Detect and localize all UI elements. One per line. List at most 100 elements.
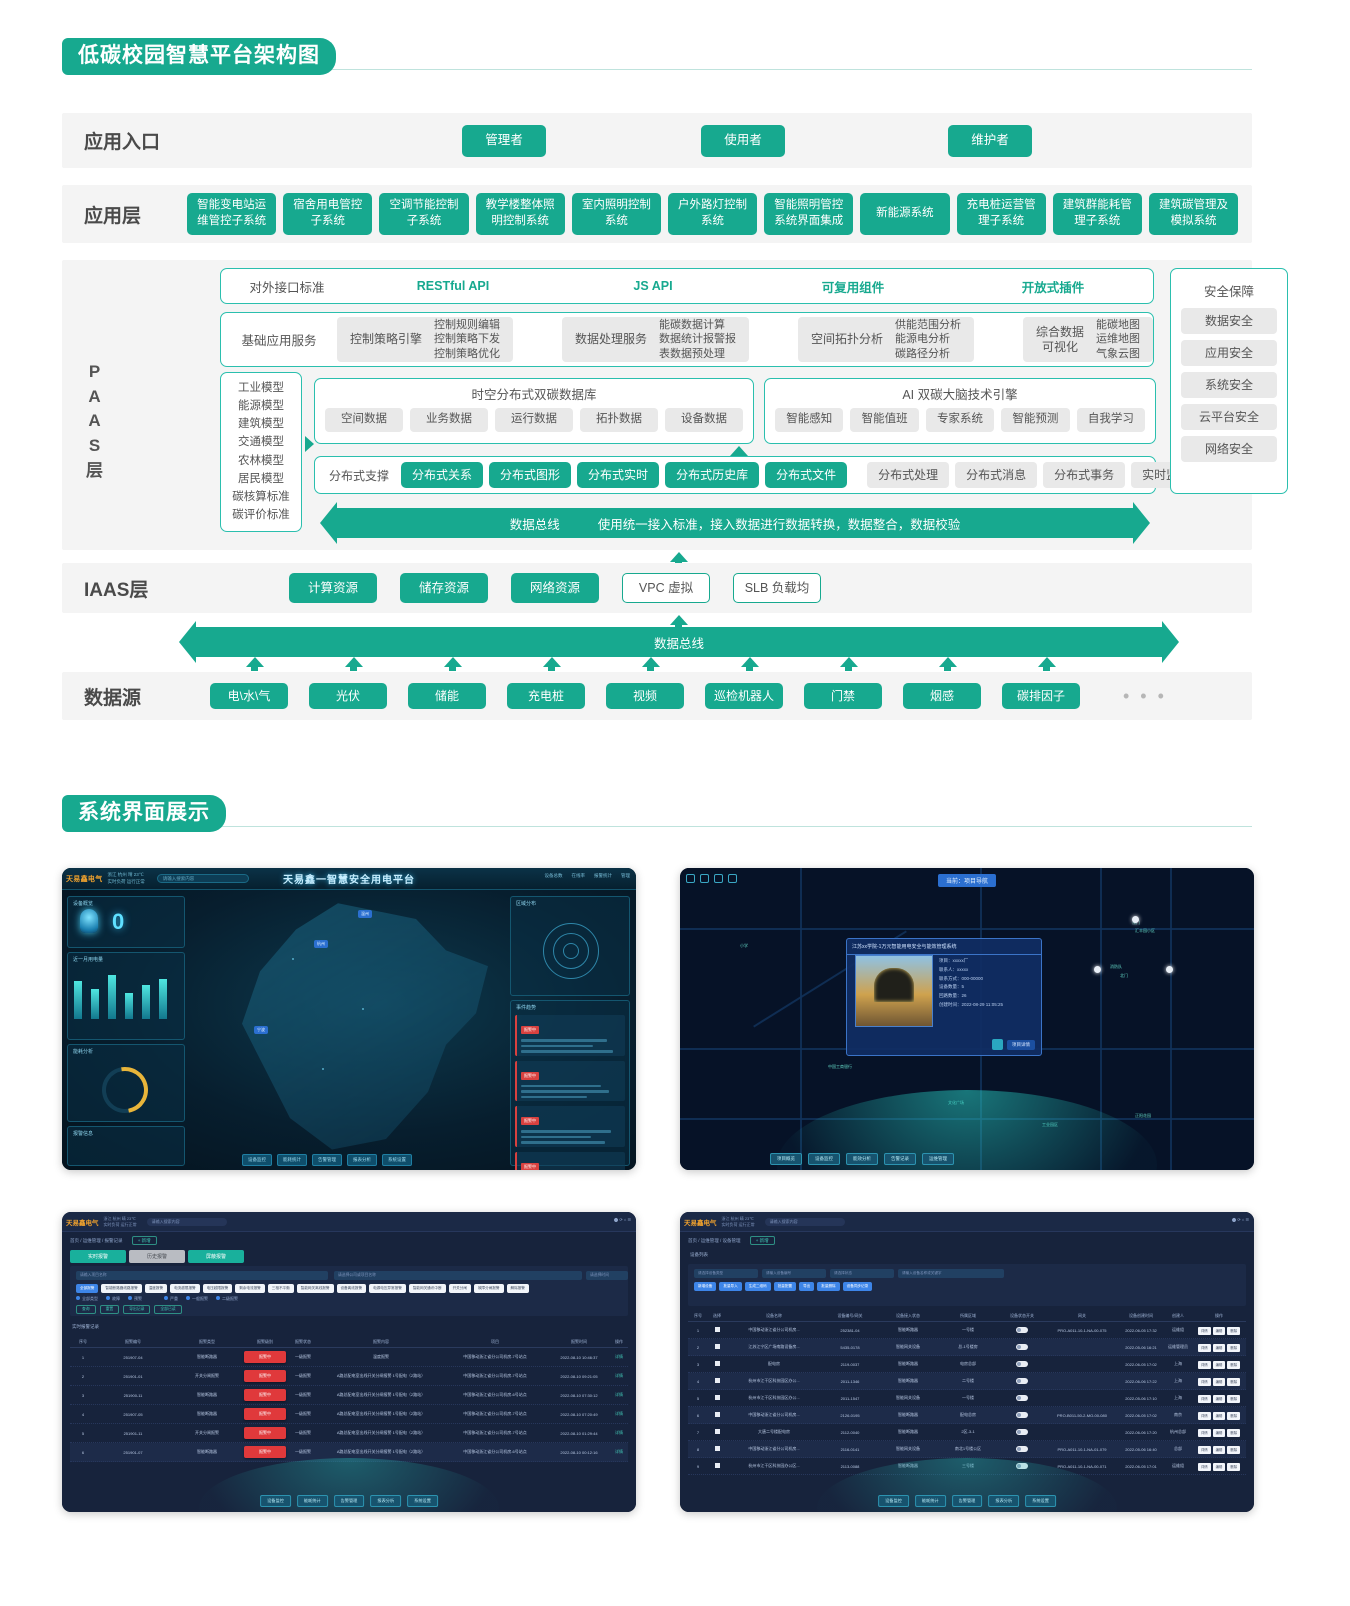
map-label-2[interactable]: 温州	[358, 910, 372, 918]
map-tab-2[interactable]: 能效分析	[846, 1153, 878, 1165]
table-row[interactable]: 2 江苏江宁区广场南路设备房... 5435-0178 智能网关设备 总-1号楼…	[688, 1339, 1246, 1356]
entry-chip-manager[interactable]: 管理者	[462, 124, 546, 157]
table-row[interactable]: 8 中国移动浙江省分公司机房... 2116-0141 智能网关设备 南北1号楼…	[688, 1441, 1246, 1458]
data-source-chip-2[interactable]: 储能	[408, 683, 486, 709]
app-chip-6[interactable]: 智能照明管控系统界面集成	[764, 193, 854, 235]
camera-icon[interactable]	[992, 1039, 1003, 1050]
alarm-filter-input-2[interactable]: 请选择时间	[586, 1271, 628, 1280]
dashboard-tab-1[interactable]: 能耗统计	[277, 1154, 307, 1166]
alarm-bottom-tab-2[interactable]: 告警管理	[333, 1495, 365, 1507]
security-item-2[interactable]: 系统安全	[1181, 372, 1277, 398]
db-item-2[interactable]: 运行数据	[495, 408, 573, 432]
device-filter-input-2[interactable]: 请选择状态	[830, 1269, 894, 1278]
map-info-popup[interactable]: 江苏xx学院-1万元智能用电安全与能效管理系统 项目：xxxxx厂 联系人：xx…	[846, 938, 1042, 1056]
device-bottom-tab-0[interactable]: 设备监控	[878, 1495, 909, 1507]
map-poi-3[interactable]: 北门	[1120, 973, 1128, 978]
row-action-edit[interactable]: 编辑	[1212, 1394, 1226, 1403]
dashboard-tab-0[interactable]: 设备监控	[242, 1154, 272, 1166]
data-source-chip-7[interactable]: 烟感	[903, 683, 981, 709]
map-tab-4[interactable]: 运维管理	[922, 1153, 954, 1165]
alarm-button-3[interactable]: 全部已读	[154, 1305, 182, 1314]
map-toggle-0-icon[interactable]	[686, 874, 695, 883]
map-tab-1[interactable]: 设备监控	[808, 1153, 840, 1165]
app-chip-9[interactable]: 建筑群能耗管理子系统	[1052, 193, 1142, 235]
ai-item-0[interactable]: 智能感知	[775, 408, 844, 432]
dist-teal-3[interactable]: 分布式历史库	[665, 462, 760, 488]
device-bottom-tab-2[interactable]: 告警管理	[951, 1495, 983, 1507]
alarm-bottom-tab-0[interactable]: 设备监控	[260, 1495, 291, 1507]
table-row[interactable]: 5 杭州市江干区科技园区办公... 2011-1547 智能网关设备 一号楼 2…	[688, 1390, 1246, 1407]
db-item-4[interactable]: 设备数据	[665, 408, 743, 432]
device-topbar-actions[interactable]: ⬤ ⟳ ⌂ ☰	[1231, 1217, 1249, 1222]
model-item-2[interactable]: 建筑模型	[238, 418, 284, 430]
row-toggle[interactable]	[1016, 1445, 1028, 1452]
row-action-edit[interactable]: 编辑	[1212, 1428, 1226, 1437]
table-row[interactable]: 2 251901-01 开关分闸报警 报警中 一级报警 A路总配电室出线开关分闸…	[70, 1367, 628, 1386]
data-source-chip-0[interactable]: 电\水\气	[210, 683, 288, 709]
model-item-5[interactable]: 居民模型	[238, 472, 284, 485]
ai-item-1[interactable]: 智能值班	[850, 408, 919, 432]
row-checkbox[interactable]	[714, 1344, 720, 1349]
alarm-button-0[interactable]: 查询	[76, 1305, 96, 1314]
map-pin-2-icon[interactable]	[1166, 966, 1173, 973]
map-tab-3[interactable]: 告警记录	[884, 1153, 916, 1165]
dist-grey-0[interactable]: 分布式处理	[867, 462, 950, 488]
model-item-7[interactable]: 碳评价标准	[232, 509, 290, 522]
dashboard-action-2[interactable]: 报警统计	[594, 873, 612, 878]
alarm-tab-1[interactable]: 历史报警	[129, 1250, 186, 1263]
entry-chip-user[interactable]: 使用者	[701, 124, 785, 157]
dashboard-tab-4[interactable]: 系统设置	[382, 1154, 412, 1166]
data-source-chip-4[interactable]: 视频	[606, 683, 684, 709]
model-item-3[interactable]: 交通模型	[238, 436, 284, 449]
alarm-pill-13[interactable]: 解除报警	[506, 1284, 529, 1293]
alarm-tab-2[interactable]: 屏蔽报警	[188, 1250, 245, 1263]
alarm-pill-2[interactable]: 温度报警	[144, 1284, 168, 1293]
row-toggle[interactable]	[1016, 1343, 1028, 1350]
alarm-filter-input-1[interactable]: 请选择公司或项目名称	[334, 1271, 582, 1280]
row-action-detail[interactable]: 详情	[1197, 1462, 1211, 1471]
row-actions[interactable]: 详情	[615, 1449, 623, 1454]
alarm-filter-input-0[interactable]: 请输入项目名称	[76, 1271, 328, 1280]
data-source-chip-8[interactable]: 碳排因子	[1002, 683, 1080, 709]
alarm-pill-10[interactable]: 智能网关通讯中断	[408, 1284, 446, 1293]
alarm-radio-0[interactable]: 全部类型	[76, 1296, 98, 1302]
row-checkbox[interactable]	[714, 1429, 720, 1434]
map-label-1[interactable]: 宁波	[254, 1026, 268, 1034]
device-bottom-tab-3[interactable]: 报表分析	[988, 1495, 1020, 1507]
screenshot-alarm-table[interactable]: 天易鑫电气 浙江 杭州 晴 23℃ 实时负荷 运行正常 请输入搜索内容 ⬤ ⟳ …	[62, 1212, 636, 1512]
row-toggle[interactable]	[1016, 1326, 1028, 1333]
row-action-delete[interactable]: 删除	[1227, 1394, 1241, 1403]
app-chip-8[interactable]: 充电桩运营管理子系统	[956, 193, 1046, 235]
row-action-delete[interactable]: 删除	[1227, 1428, 1241, 1437]
table-row[interactable]: 9 杭州市江干区科技园办公区... 2113-0088 智能断路器 三号楼 PR…	[688, 1458, 1246, 1475]
data-source-chip-1[interactable]: 光伏	[309, 683, 387, 709]
device-filter-input-1[interactable]: 请输入设备编号	[762, 1269, 826, 1278]
alarm-bottom-tab-4[interactable]: 系统设置	[407, 1495, 438, 1507]
iaas-chip-storage[interactable]: 储存资源	[400, 573, 488, 603]
table-row[interactable]: 1 中国移动浙江省分公司机房... 252381-04 智能断路器 一号楼 PR…	[688, 1322, 1246, 1339]
table-row[interactable]: 3 配电房 2119-0037 智能断路器 电房总部 2022-06-05 17…	[688, 1356, 1246, 1373]
device-button-5[interactable]: 批量删除	[817, 1282, 840, 1291]
alarm-pill-4[interactable]: 电压越限报警	[202, 1284, 233, 1293]
row-action-edit[interactable]: 编辑	[1212, 1360, 1226, 1369]
model-item-6[interactable]: 碳核算标准	[232, 491, 290, 503]
dashboard-alarm-item[interactable]: 报警中	[515, 1106, 625, 1147]
row-actions[interactable]: 详情	[615, 1373, 623, 1378]
map-label-0[interactable]: 杭州	[314, 940, 328, 948]
map-toggle-2-icon[interactable]	[714, 874, 723, 883]
alarm-bottom-tab-3[interactable]: 报表分析	[370, 1495, 402, 1507]
screenshot-dashboard[interactable]: 杭州 宁波 温州 天易鑫电气 浙江 杭州 晴 23℃ 实时负荷 运行正常 请输入…	[62, 868, 636, 1170]
table-row[interactable]: 4 251907-05 智能断路器 报警中 一级报警 A路总配电室出线开关分闸报…	[70, 1405, 628, 1424]
row-actions[interactable]: 详情	[615, 1430, 623, 1435]
row-action-detail[interactable]: 详情	[1197, 1377, 1211, 1386]
alarm-radio-4[interactable]: 一般报警	[186, 1296, 208, 1302]
alarm-pill-3[interactable]: 电流越限报警	[170, 1284, 200, 1293]
dist-teal-1[interactable]: 分布式图形	[489, 462, 572, 488]
popup-detail-button[interactable]: 项目详情	[1007, 1039, 1035, 1050]
row-actions[interactable]: 详情	[615, 1392, 623, 1397]
alarm-pill-0[interactable]: 全部报警	[76, 1284, 99, 1293]
dashboard-alarm-item[interactable]: 报警中	[515, 1151, 625, 1170]
dashboard-action-0[interactable]: 设备总数	[544, 873, 563, 878]
table-row[interactable]: 4 杭州市江干区科技园区办公... 2011-1346 智能断路器 二号楼 20…	[688, 1373, 1246, 1390]
device-button-0[interactable]: 新增设备	[694, 1282, 717, 1291]
